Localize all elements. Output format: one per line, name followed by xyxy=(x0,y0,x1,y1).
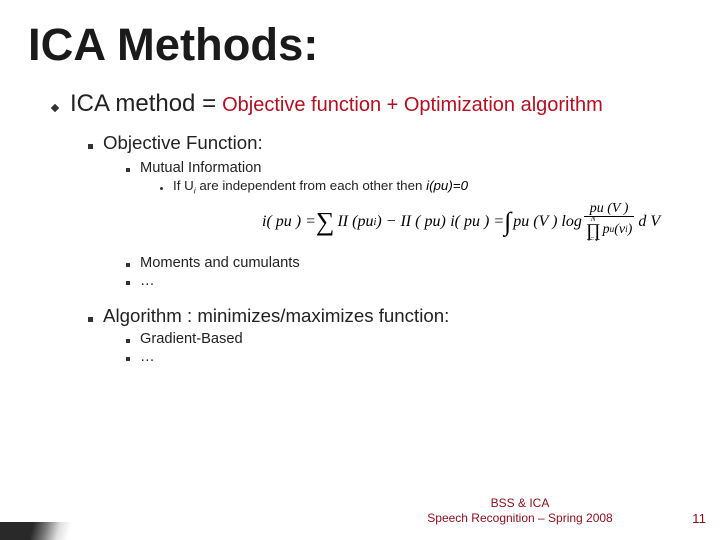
square-bullet-icon xyxy=(88,144,93,149)
eq2-a: pu (V ) log xyxy=(513,213,582,231)
fraction: pu (V ) N ∏ i=1 pu (vi) xyxy=(584,202,634,243)
obj-item-label: Mutual Information xyxy=(140,160,261,176)
corner-decor xyxy=(0,522,80,540)
obj-item-ellipsis: … xyxy=(126,273,690,289)
footer-line1: BSS & ICA xyxy=(390,496,650,511)
square-bullet-icon xyxy=(126,168,130,172)
bullet-l1: ICA method = Objective function + Optimi… xyxy=(52,90,690,118)
footer: BSS & ICA Speech Recognition – Spring 20… xyxy=(390,496,650,526)
obj-subnote: If Ui are independent from each other th… xyxy=(160,178,690,196)
page-number: 11 xyxy=(692,511,706,526)
subnote-lead: If U xyxy=(173,178,194,193)
eq2-num: pu (V ) xyxy=(588,202,631,217)
alg-item-ellipsis: … xyxy=(126,349,690,365)
eq2-lhs: i( pu ) = xyxy=(450,213,504,231)
objective-heading: Objective Function: xyxy=(103,132,263,154)
eq2-dt-b: (v xyxy=(614,223,625,238)
l1-prefix: ICA method = xyxy=(70,90,216,118)
algorithm-heading-row: Algorithm : minimizes/maximizes function… xyxy=(88,305,690,327)
alg-item-grad: Gradient-Based xyxy=(126,331,690,347)
eq1-t1a: II (pu xyxy=(337,213,373,231)
eq1-lhs: i( pu ) = xyxy=(262,213,316,231)
body: ICA method = Objective function + Optimi… xyxy=(52,90,690,365)
square-bullet-icon xyxy=(126,281,130,285)
equation-2: i( pu ) = ∫ pu (V ) log pu (V ) N ∏ i=1 … xyxy=(450,202,660,243)
obj-item-label: Moments and cumulants xyxy=(140,255,300,271)
eq2-dt-a: p xyxy=(603,223,610,238)
dot-bullet-icon xyxy=(160,187,163,190)
obj-item-mutual: Mutual Information xyxy=(126,160,690,176)
subnote-text: If Ui are independent from each other th… xyxy=(173,178,468,196)
square-bullet-icon xyxy=(126,357,130,361)
obj-item-moments: Moments and cumulants xyxy=(126,255,690,271)
eq1-t1b: ) − II ( pu) xyxy=(376,213,445,231)
square-bullet-icon xyxy=(126,339,130,343)
square-bullet-icon xyxy=(88,317,93,322)
alg-item-label: … xyxy=(140,349,155,365)
alg-item-label: Gradient-Based xyxy=(140,331,243,347)
sum-icon: ∑ xyxy=(316,209,335,235)
obj-item-label: … xyxy=(140,273,155,289)
integral-icon: ∫ xyxy=(504,209,511,235)
equation-1: i( pu ) = ∑ II (pui) − II ( pu) xyxy=(262,209,446,235)
square-bullet-icon xyxy=(126,263,130,267)
equations: i( pu ) = ∑ II (pui) − II ( pu) i( pu ) … xyxy=(262,202,690,246)
eq2-den: N ∏ i=1 pu (vi) xyxy=(584,216,634,243)
eq2-tail: d V xyxy=(638,213,660,231)
objective-heading-row: Objective Function: xyxy=(88,132,690,154)
algorithm-heading: Algorithm : minimizes/maximizes function… xyxy=(103,305,449,327)
subnote-ital: i(pu)=0 xyxy=(426,178,468,193)
subnote-mid: are independent from each other then xyxy=(196,178,426,193)
eq2-den-sub: i=1 xyxy=(588,237,598,243)
diamond-icon xyxy=(51,104,59,112)
slide-title: ICA Methods: xyxy=(28,22,318,67)
l1-rhs: Objective function + Optimization algori… xyxy=(222,94,603,117)
eq2-dt-c: ) xyxy=(628,223,633,238)
footer-line2: Speech Recognition – Spring 2008 xyxy=(390,511,650,526)
